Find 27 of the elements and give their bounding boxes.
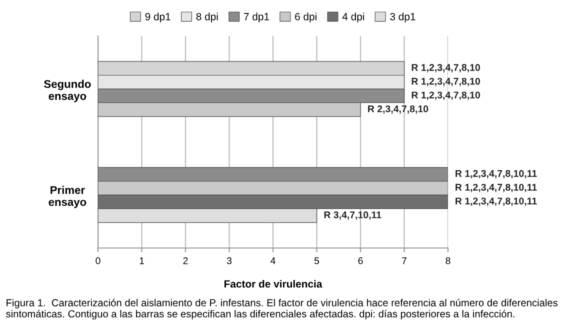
legend-label: 7 dp1 [244,12,270,22]
data-label: R 1,2,3,4,7,8,10 [412,78,480,86]
data-label: R 1,2,3,4,7,8,10,11 [456,184,537,192]
legend-label: 3 dp1 [390,12,416,22]
legend-label: 8 dpi [196,12,218,22]
data-label: R 1,2,3,4,7,8,10 [412,92,480,100]
x-tick-label: 0 [96,257,100,264]
text: Figura 1. Caracterización del aislamiento de P. infestans. El factor de virulencia hace referencia al número de diferenciales sintomáticas. Contiguo a las barras se especifican las diferenciales afectadas. dpi: días posteriores a la infección. [6,298,558,320]
x-axis-title: Factor de virulencia [224,280,322,288]
data-label: R 2,3,4,7,8,10 [368,105,428,114]
x-tick-label: 5 [314,257,320,264]
y-tick-label: Segundo ensayo [44,80,91,102]
data-label: R 3,4,7,10,11 [324,211,382,220]
x-tick-label: 7 [402,257,406,264]
x-tick-label: 2 [183,257,188,264]
x-tick-label: 4 [270,257,276,264]
x-tick-label: 1 [140,257,144,264]
data-label: R 1,2,3,4,7,8,10,11 [456,198,537,206]
x-tick-label: 3 [226,257,232,264]
legend-label: 6 dpi [295,12,316,22]
x-tick-label: 8 [446,257,450,264]
legend-label: 4 dpi [342,12,364,22]
data-label: R 1,2,3,4,7,8,10 [412,64,480,72]
legend-label: 9 dp1 [145,12,170,22]
x-tick-label: 6 [358,257,363,264]
data-label: R 1,2,3,4,7,8,10,11 [456,170,537,178]
y-tick-label: Primer ensayo [48,186,86,208]
